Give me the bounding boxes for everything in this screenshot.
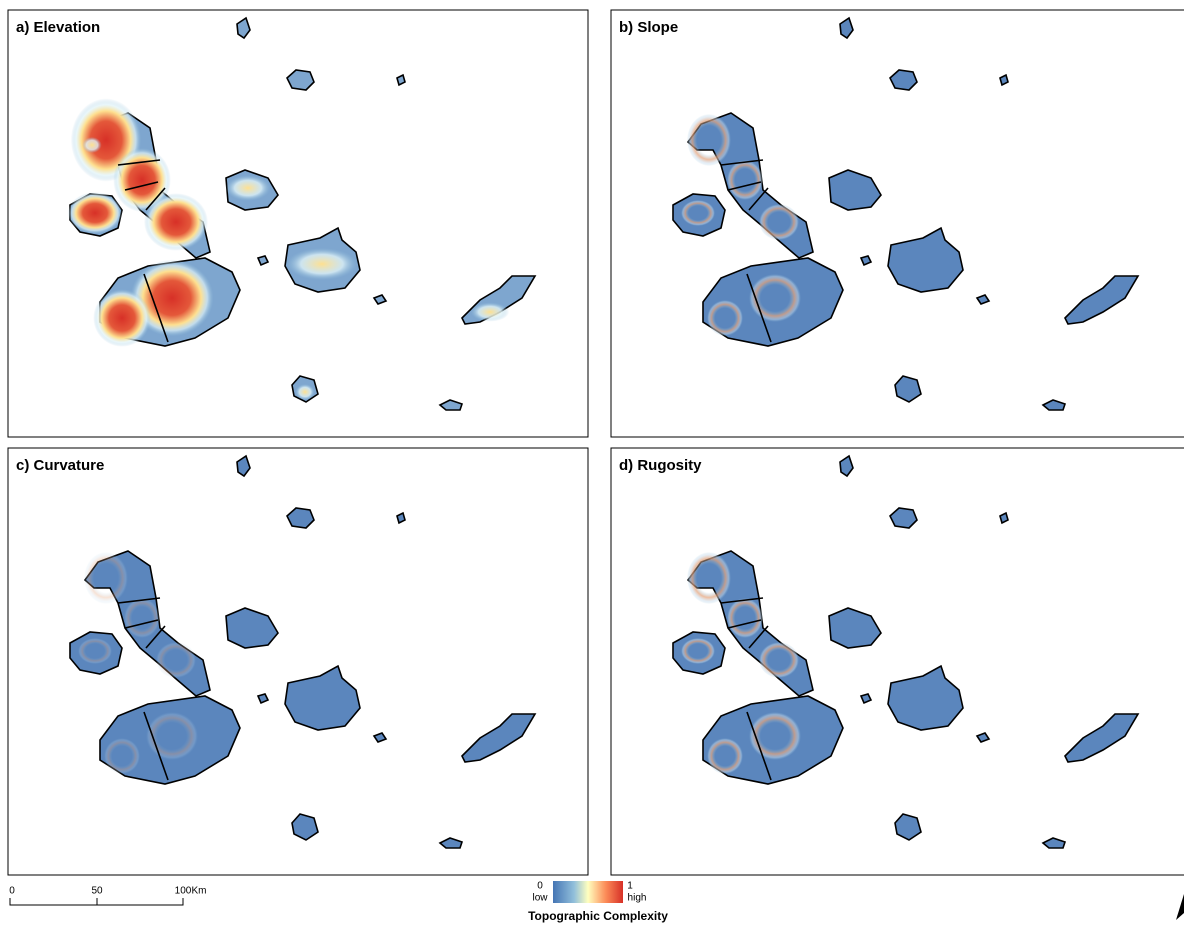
page: {"panels": [{"title": "a) Elevation"}, {…	[0, 0, 1184, 928]
panel-title: d) Rugosity	[619, 457, 702, 474]
elevation-peak	[93, 289, 151, 347]
scale-tick: 0	[9, 886, 15, 897]
crater-ring	[84, 552, 128, 604]
scale-bar: 0 50 100 Km	[9, 886, 206, 905]
islands	[673, 18, 1138, 410]
map-panel: b) Slope	[611, 10, 1184, 437]
crater-ring	[727, 598, 763, 638]
legend-max: 1	[627, 881, 633, 892]
scale-tick: 100	[175, 886, 192, 897]
panel-title: a) Elevation	[16, 19, 100, 36]
elevation-high	[226, 175, 271, 201]
map-content	[68, 18, 535, 410]
crater-ring	[707, 738, 743, 774]
crater-ring	[156, 642, 196, 678]
legend-min: 0	[537, 881, 543, 892]
elevation-high	[295, 384, 314, 400]
crater-ring	[759, 642, 799, 678]
panels: a) Elevation b) Slope c) Curvature d) Rugos…	[8, 10, 1184, 875]
crater-ring	[124, 598, 160, 638]
islands	[70, 18, 535, 410]
legend: 0 low 1 high Topographic Complexity	[528, 881, 668, 924]
elevation-high	[471, 302, 509, 321]
crater-ring	[104, 738, 140, 774]
crater-ring	[78, 638, 112, 664]
north-arrow	[1176, 894, 1184, 920]
crater-ring	[707, 300, 743, 336]
scale-line	[10, 898, 183, 905]
crater-ring	[681, 638, 715, 664]
crater-ring	[687, 114, 731, 166]
map-content	[70, 456, 535, 848]
crater-ring	[146, 712, 198, 760]
islands	[673, 456, 1138, 848]
elevation-high	[287, 248, 357, 280]
legend-colorbar	[553, 881, 623, 903]
islands	[70, 456, 535, 848]
map-panel: d) Rugosity	[611, 448, 1184, 875]
legend-high: high	[628, 893, 647, 904]
figure: a) Elevation b) Slope c) Curvature d) Rugos…	[0, 0, 1184, 928]
map-panel: a) Elevation	[8, 10, 588, 437]
elevation-high	[82, 137, 101, 153]
legend-title: Topographic Complexity	[528, 909, 668, 923]
map-content	[673, 456, 1138, 848]
elevation-peak	[68, 192, 122, 234]
scale-unit: Km	[192, 886, 207, 897]
crater-ring	[727, 160, 763, 200]
crater-ring	[749, 274, 801, 322]
crater-ring	[681, 200, 715, 226]
map-content	[673, 18, 1138, 410]
panel-title: b) Slope	[619, 19, 678, 36]
crater-ring	[687, 552, 731, 604]
legend-low: low	[532, 893, 548, 904]
scale-tick: 50	[91, 886, 103, 897]
crater-ring	[749, 712, 801, 760]
map-panel: c) Curvature	[8, 448, 588, 875]
crater-ring	[759, 204, 799, 240]
panel-title: c) Curvature	[16, 457, 104, 474]
